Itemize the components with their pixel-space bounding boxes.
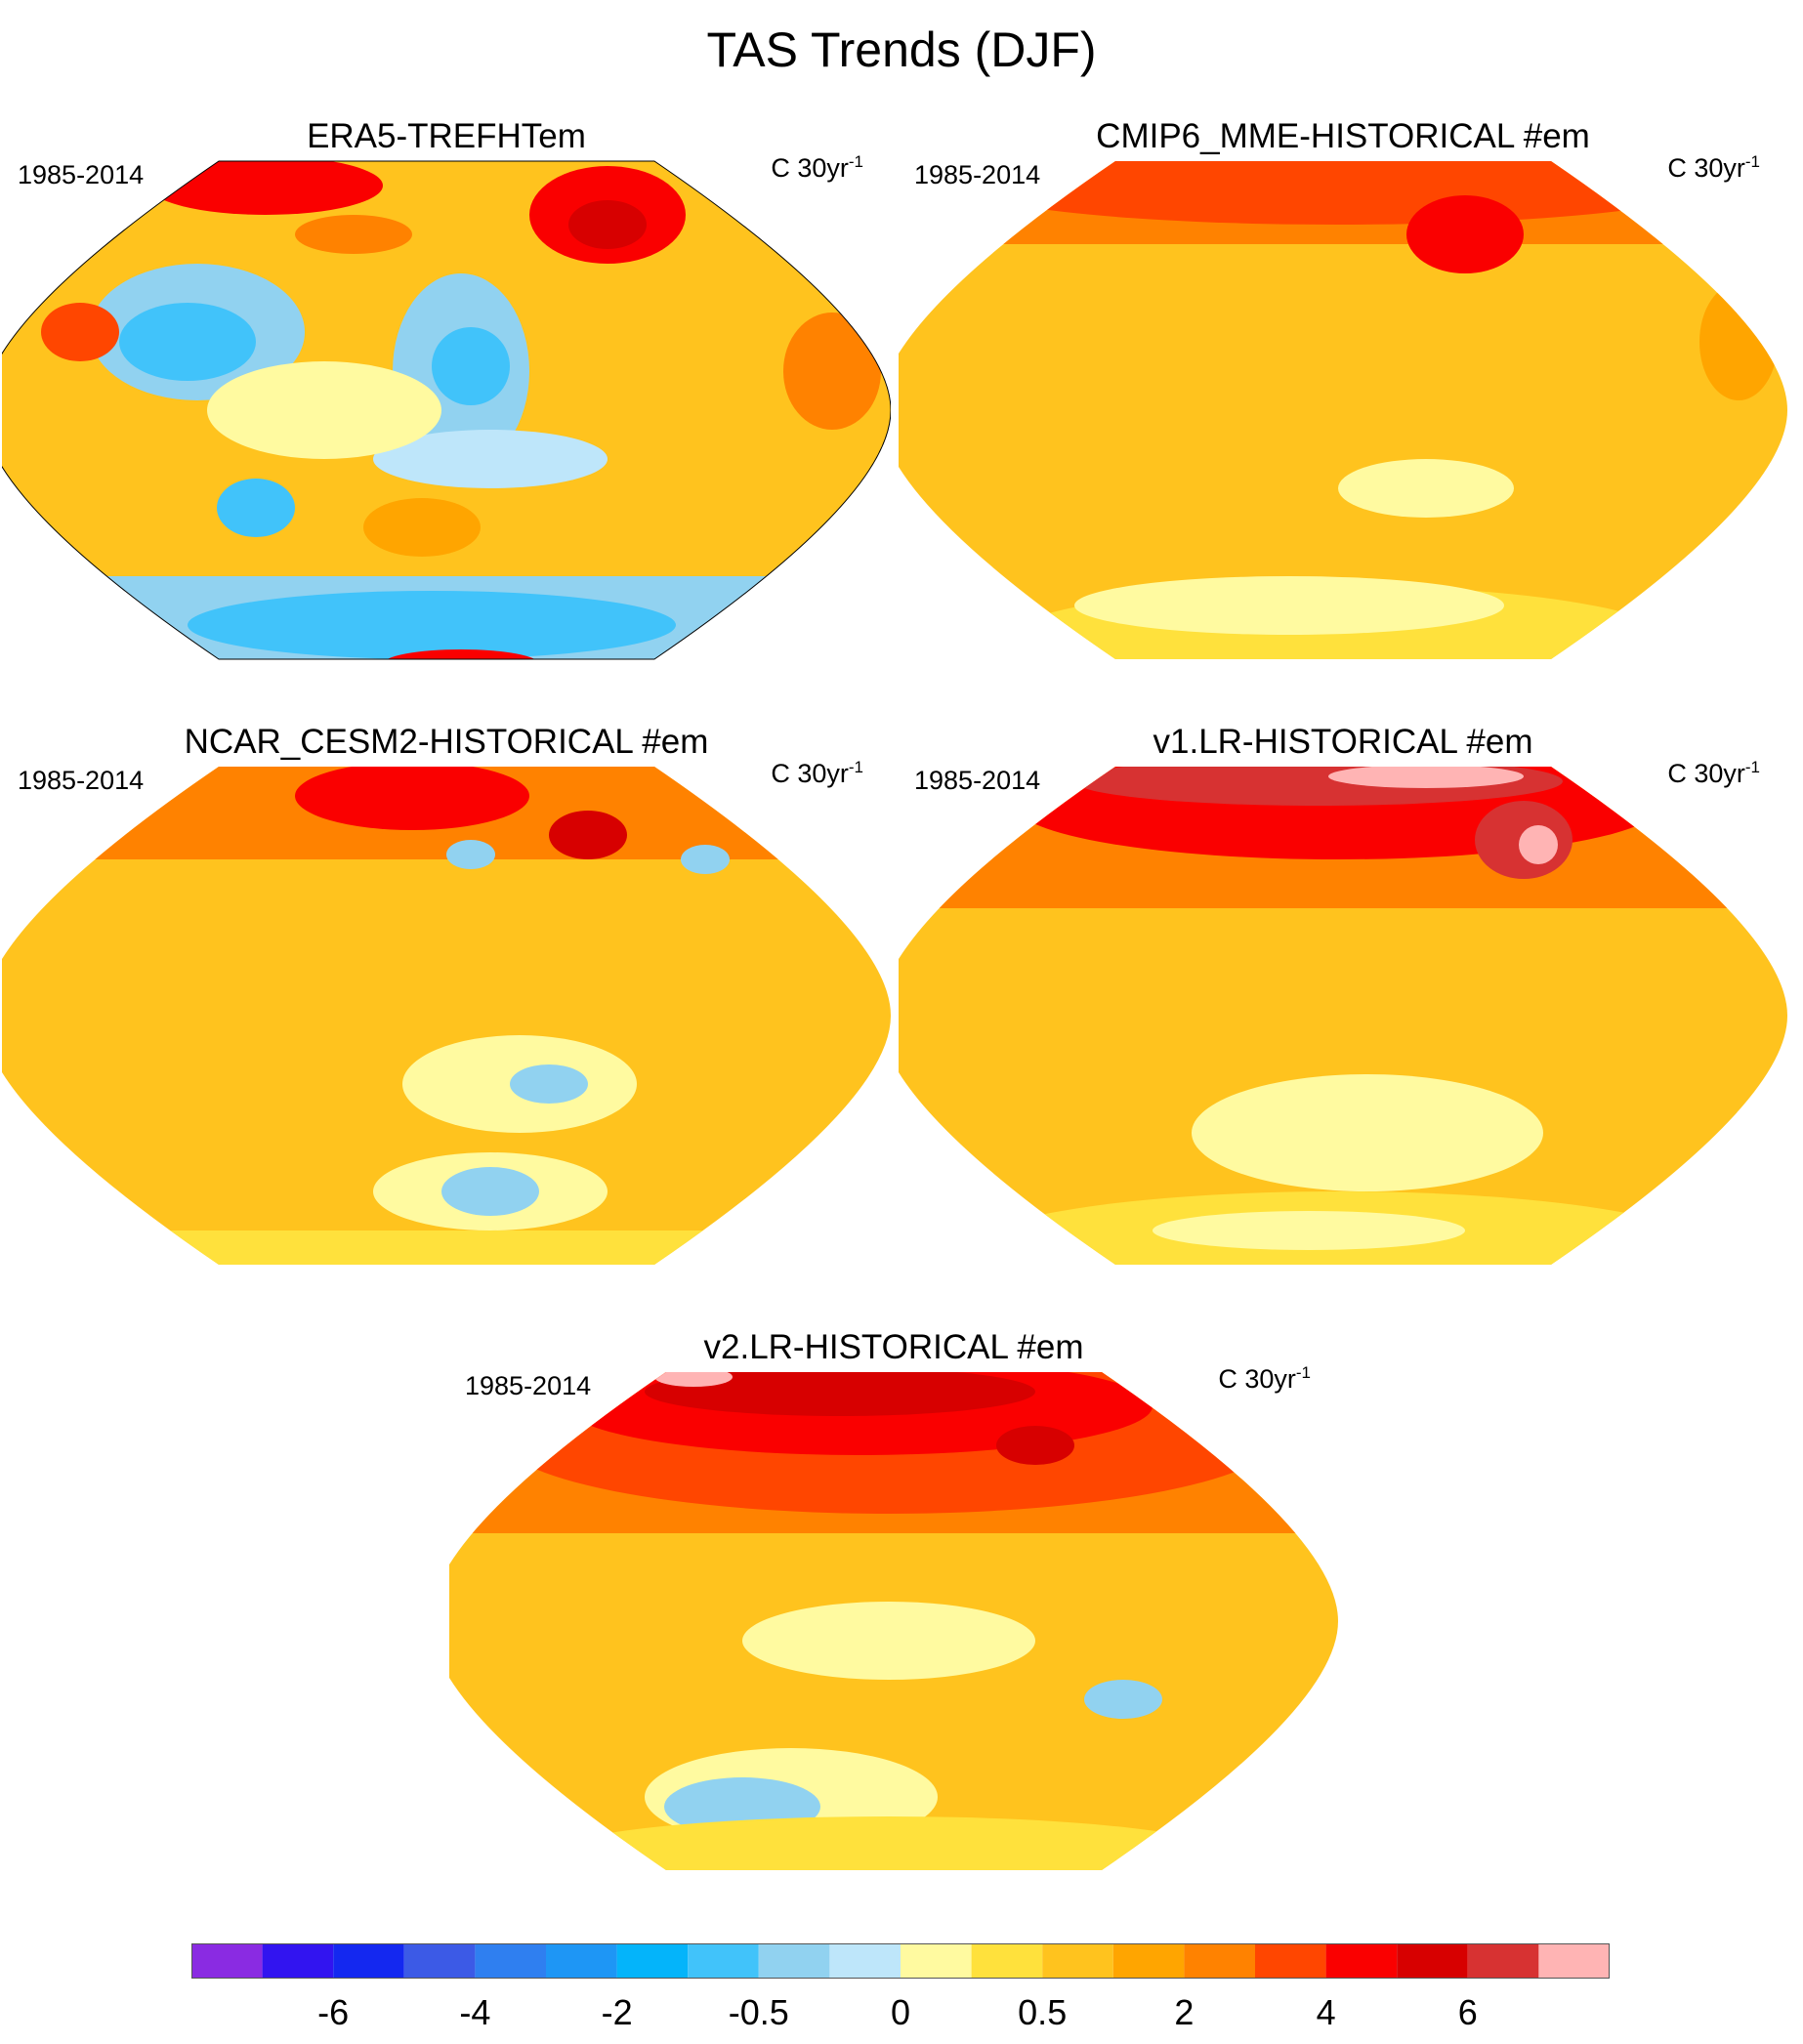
colorbar-swatch	[1112, 1943, 1185, 1979]
colorbar-swatch	[971, 1943, 1043, 1979]
map-v1lr	[899, 767, 1787, 1265]
colorbar-tick-label: -2	[601, 1992, 633, 2032]
colorbar-swatch	[1184, 1943, 1255, 1979]
map-era5	[2, 160, 891, 660]
units-label: C 30yr-1	[771, 152, 863, 183]
panel-title: ERA5-TREFHTem	[307, 117, 586, 155]
colorbar-swatch	[829, 1943, 901, 1979]
map-panel-era5: ERA5-TREFHTem 1985-2014 C 30yr-1	[2, 117, 891, 674]
units-label: C 30yr-1	[1667, 758, 1760, 788]
panel-title: CMIP6_MME-HISTORICAL #em	[1096, 117, 1590, 155]
colorbar-swatch	[262, 1943, 334, 1979]
colorbar-tick-label: 4	[1316, 1992, 1336, 2032]
units-label: C 30yr-1	[1667, 152, 1760, 183]
colorbar	[191, 1943, 1610, 1979]
colorbar-swatch	[475, 1943, 546, 1979]
map-cesm2	[2, 767, 891, 1265]
map-cmip6	[899, 161, 1787, 659]
period-label: 1985-2014	[465, 1371, 592, 1400]
panel-title: NCAR_CESM2-HISTORICAL #em	[184, 723, 709, 761]
colorbar-swatch	[1325, 1943, 1398, 1979]
colorbar-swatch	[546, 1943, 617, 1979]
colorbar-swatch	[1538, 1943, 1610, 1979]
colorbar-tick-label: 0.5	[1018, 1992, 1068, 2032]
colorbar-swatch	[616, 1943, 689, 1979]
period-label: 1985-2014	[914, 160, 1041, 189]
colorbar-swatch	[191, 1943, 263, 1979]
figure-title: TAS Trends (DJF)	[706, 22, 1097, 77]
colorbar-tick-label: -0.5	[728, 1992, 789, 2032]
colorbar-swatch	[403, 1943, 476, 1979]
units-label: C 30yr-1	[1218, 1363, 1311, 1394]
colorbar-swatch	[333, 1943, 404, 1979]
map-panel-v1lr: v1.LR-HISTORICAL #em 1985-2014 C 30yr-1	[899, 723, 1787, 1279]
map-panel-cmip6: CMIP6_MME-HISTORICAL #em 1985-2014 C 30y…	[899, 117, 1787, 674]
colorbar-border	[191, 1943, 1610, 1979]
colorbar-tick-label: 2	[1174, 1992, 1195, 2032]
map-panel-v2lr: v2.LR-HISTORICAL #em 1985-2014 C 30yr-1	[449, 1328, 1338, 1885]
period-label: 1985-2014	[18, 160, 145, 189]
colorbar-swatch	[1467, 1943, 1539, 1979]
colorbar-tick-label: -4	[459, 1992, 491, 2032]
colorbar-swatch	[1397, 1943, 1468, 1979]
period-label: 1985-2014	[914, 766, 1041, 795]
colorbar-swatch	[688, 1943, 759, 1979]
colorbar-swatch	[901, 1943, 972, 1979]
colorbar-tick-label: 6	[1457, 1992, 1478, 2032]
panel-title: v1.LR-HISTORICAL #em	[1153, 723, 1533, 761]
colorbar-tick-label: 0	[890, 1992, 911, 2032]
map-v2lr	[449, 1372, 1338, 1870]
map-panel-cesm2: NCAR_CESM2-HISTORICAL #em 1985-2014 C 30…	[2, 723, 891, 1279]
colorbar-swatch	[1255, 1943, 1326, 1979]
period-label: 1985-2014	[18, 766, 145, 795]
panel-title: v2.LR-HISTORICAL #em	[703, 1328, 1084, 1366]
units-label: C 30yr-1	[771, 758, 863, 788]
colorbar-swatch	[758, 1943, 830, 1979]
colorbar-swatch	[1042, 1943, 1113, 1979]
colorbar-tick-label: -6	[317, 1992, 350, 2032]
